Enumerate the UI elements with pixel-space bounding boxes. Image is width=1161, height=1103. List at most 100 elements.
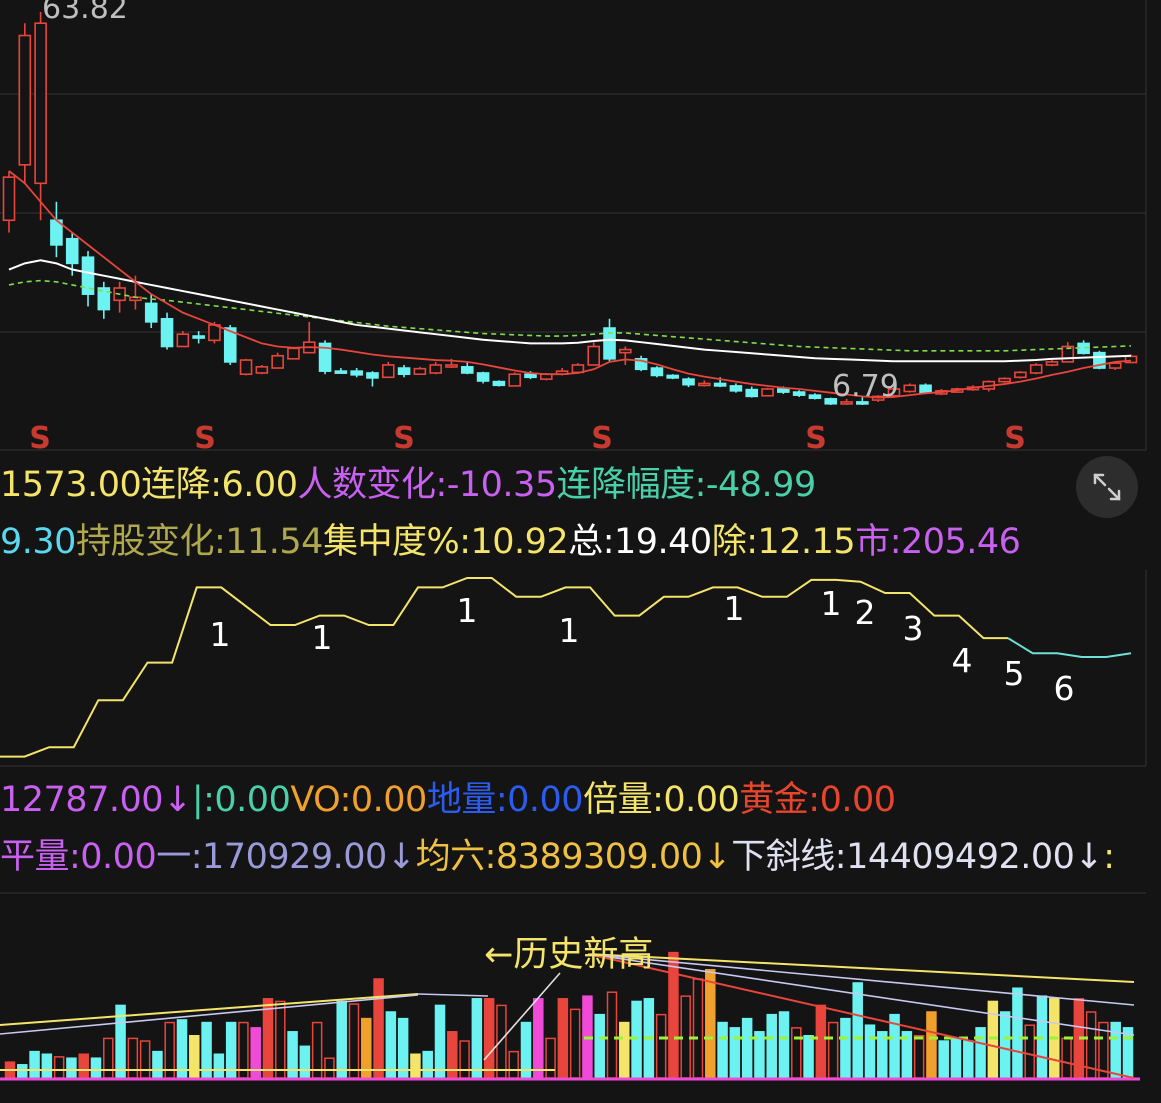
candle: [160, 312, 174, 350]
candle: [1093, 350, 1106, 370]
sell-signal-marker: S: [29, 421, 51, 455]
indicator-value: 持股变化:11.54: [75, 522, 324, 562]
candle-body: [492, 380, 506, 387]
volume-bar: [606, 991, 618, 1079]
candle: [634, 355, 648, 372]
volume-bar: [717, 1021, 728, 1079]
volume-bar: [594, 1013, 605, 1079]
volume-bar: [262, 998, 274, 1079]
candle: [18, 23, 32, 184]
candle: [460, 361, 474, 375]
indicator-value: 集中度%:10.92: [322, 522, 569, 562]
candle-body: [508, 373, 521, 387]
volume-bar: [975, 1027, 986, 1079]
volume-bar: [999, 1011, 1011, 1079]
candle: [698, 380, 711, 387]
indicator-value: 平量:0.00: [0, 837, 157, 877]
volume-bar: [950, 1037, 962, 1079]
candle: [745, 386, 759, 398]
volume-bar: [53, 1056, 65, 1079]
volume-bar: [139, 1040, 151, 1079]
candle-body: [34, 22, 47, 185]
volume-bar: [852, 982, 863, 1079]
ma-slow-line: [8, 259, 1132, 363]
candle-body: [619, 348, 632, 354]
volume-bar: [17, 1064, 28, 1079]
ma-fast-line: [8, 170, 1132, 399]
candle-body: [729, 385, 743, 392]
candle-body: [903, 384, 917, 393]
volume-bar: [913, 1035, 925, 1079]
indicator-value: 均六:8389309.00↓: [415, 837, 732, 877]
candle-body: [381, 364, 395, 379]
sell-signal-marker: S: [393, 421, 415, 455]
volume-bar: [66, 1057, 77, 1079]
step-count-label: 1: [724, 589, 745, 628]
candle: [287, 347, 300, 360]
candle-body: [698, 382, 711, 387]
candle: [34, 12, 47, 221]
candle-body: [350, 370, 363, 376]
volume-bar: [434, 1004, 446, 1079]
step-count-label: 4: [952, 641, 973, 680]
candle-body: [1014, 371, 1027, 379]
step-count-label: 3: [903, 609, 924, 648]
step-count-label: 5: [1004, 654, 1025, 693]
candle: [97, 281, 111, 319]
indicator-row-shares: 9.30 持股变化:11.54 集中度%:10.92 总:19.40 除:12.…: [0, 517, 1161, 567]
volume-bar: [963, 1040, 974, 1079]
volume-bar: [471, 998, 483, 1079]
volume-bar: [766, 1013, 777, 1079]
all-time-high-annotation: ←历史新高: [484, 935, 653, 975]
indicator-value: 12787.00↓: [0, 780, 192, 820]
candlestick-chart: 63.82 6.79 S S S S S S: [0, 0, 1147, 455]
candle: [318, 340, 332, 375]
candle-body: [287, 347, 300, 360]
volume-bar: [815, 1004, 827, 1079]
candle-body: [524, 373, 537, 379]
trend-line-top-lavender: [587, 953, 1135, 1006]
candle: [887, 381, 901, 397]
candle-body: [239, 359, 253, 376]
expand-button[interactable]: [1076, 456, 1138, 518]
volume-bar: [557, 998, 569, 1079]
indicator-value: 黄金:0.00: [739, 780, 896, 820]
candle-body: [460, 366, 474, 374]
volume-bar: [29, 1050, 40, 1079]
indicator-value: 下斜线:14409492.00↓: [731, 837, 1104, 877]
volume-bar: [655, 1013, 667, 1079]
candle-body: [2, 176, 16, 222]
ma-dashed-line: [8, 279, 1132, 352]
candle: [682, 377, 695, 388]
volume-panel: ←历史新高: [0, 890, 1161, 1103]
step-line-low: [1007, 637, 1132, 658]
candle-body: [603, 327, 616, 360]
candle-body: [429, 364, 442, 374]
volume-bar: [127, 1037, 139, 1079]
volume-bar: [705, 969, 716, 1079]
candle: [381, 361, 395, 379]
candle: [2, 170, 16, 233]
candle: [587, 342, 601, 366]
candle-body: [97, 287, 111, 311]
sell-signal-marker: S: [1004, 421, 1026, 455]
volume-bar: [103, 1037, 114, 1079]
trend-line-yellow: [0, 993, 419, 1026]
candle-body: [682, 378, 695, 386]
step-count-label: 1: [559, 611, 580, 650]
candle: [840, 398, 853, 405]
volume-bar: [496, 1004, 507, 1079]
indicator-row-lines: 平量:0.00 一:170929.00↓ 均六:8389309.00↓ 下斜线:…: [0, 832, 1161, 882]
candle-body: [413, 367, 427, 376]
indicator-value: 总:19.40: [568, 522, 712, 562]
candle: [1108, 361, 1122, 370]
candle-body: [887, 388, 901, 397]
candle: [824, 397, 838, 405]
volume-bar: [287, 1031, 298, 1079]
candle-body: [476, 372, 490, 382]
step-count-label: 6: [1054, 669, 1075, 708]
volume-bar: [447, 1031, 458, 1079]
volume-bar: [741, 1017, 753, 1079]
candle-body: [18, 34, 32, 166]
volume-bar: [1012, 987, 1023, 1079]
